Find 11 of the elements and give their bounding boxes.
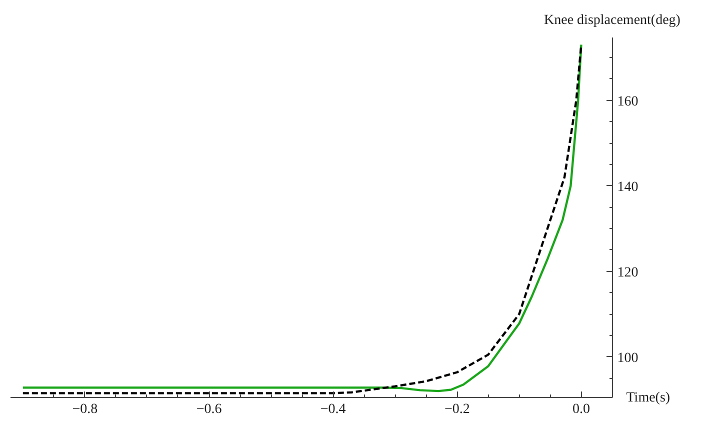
x-tick-label: 0.0	[572, 402, 590, 417]
y-tick-label: 120	[617, 265, 638, 280]
x-tick-label: −0.8	[72, 402, 98, 417]
x-tick-label: −0.6	[196, 402, 222, 417]
x-axis-title: Time(s)	[626, 390, 670, 406]
x-tick-label: −0.4	[320, 402, 346, 417]
y-axis-title: Knee displacement(deg)	[544, 12, 681, 28]
y-tick-label: 160	[617, 94, 638, 110]
y-tick-label: 100	[617, 350, 638, 366]
y-tick-label: 140	[617, 180, 638, 195]
x-tick-label: −0.2	[444, 402, 470, 417]
